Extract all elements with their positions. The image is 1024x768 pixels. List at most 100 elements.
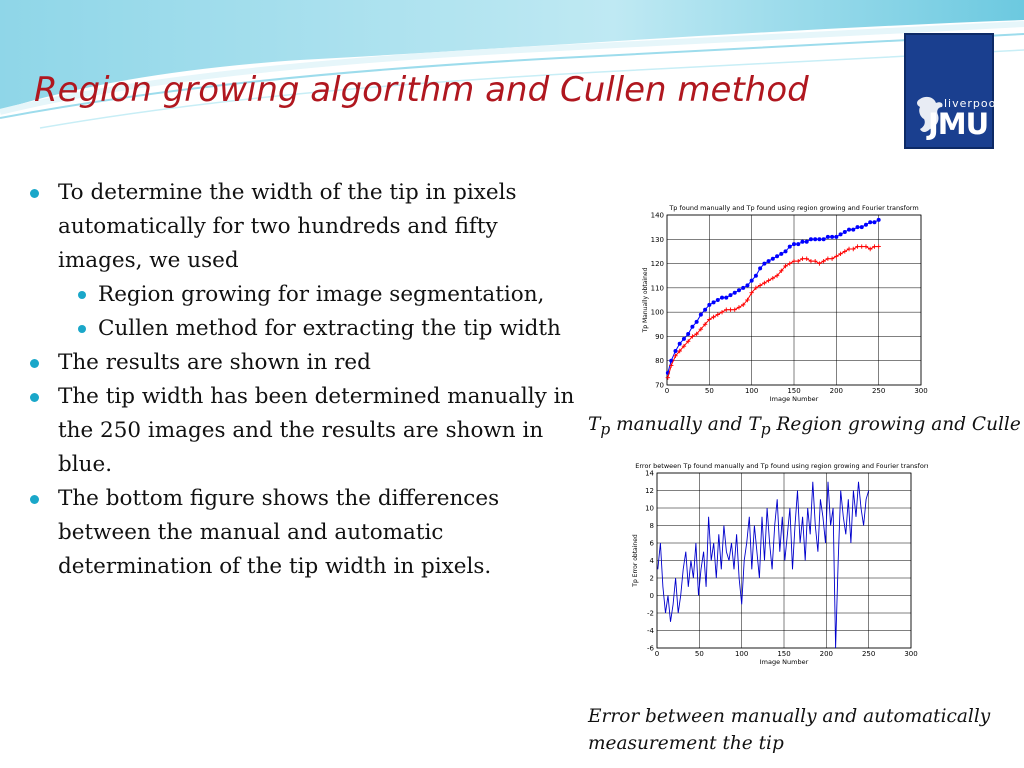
data-point — [813, 237, 818, 242]
data-point — [736, 288, 741, 293]
data-point — [847, 227, 852, 232]
x-tick-label: 200 — [830, 387, 843, 395]
sub-bullet-text: Cullen method for extracting the tip wid… — [98, 316, 561, 341]
caption-t: T — [588, 414, 601, 435]
y-tick-label: -4 — [647, 627, 655, 635]
data-point — [876, 217, 881, 222]
data-point — [804, 256, 809, 261]
data-point — [779, 251, 784, 256]
bullet-item: To determine the width of the tip in pix… — [30, 176, 585, 346]
data-point — [753, 285, 759, 291]
data-point — [711, 300, 716, 305]
data-point — [800, 239, 805, 244]
y-tick-label: 12 — [645, 487, 654, 495]
data-point — [741, 302, 746, 308]
data-point — [669, 363, 674, 368]
data-point — [673, 349, 678, 353]
y-tick-label: 70 — [655, 382, 664, 390]
slide-title: Region growing algorithm and Cullen meth… — [34, 70, 809, 110]
data-point — [745, 283, 750, 288]
chart-title: Tp found manually and Tp found using reg… — [668, 204, 918, 212]
data-point — [855, 225, 860, 230]
logo-text-jmu: JMU — [928, 107, 989, 141]
data-point — [707, 302, 712, 307]
data-point — [766, 278, 771, 283]
data-point — [796, 258, 801, 264]
data-point — [711, 314, 716, 320]
data-point — [720, 295, 725, 300]
data-point — [825, 234, 830, 239]
caption-sub-p: p — [600, 420, 611, 439]
x-tick-label: 50 — [705, 387, 714, 395]
y-tick-label: -6 — [647, 645, 655, 653]
data-point — [787, 244, 792, 249]
y-axis-label: Tp Error obtained — [632, 534, 639, 588]
data-point — [736, 305, 742, 310]
data-point — [715, 312, 720, 317]
data-point — [859, 225, 864, 230]
data-point — [783, 263, 788, 269]
data-point — [694, 331, 699, 337]
data-point — [859, 244, 864, 249]
x-axis-label: Image Number — [770, 395, 819, 403]
data-point — [715, 298, 720, 302]
y-tick-label: 130 — [651, 236, 664, 244]
data-point — [673, 353, 678, 359]
y-tick-label: -2 — [647, 610, 654, 618]
data-point — [876, 244, 881, 249]
bullet-item: The bottom figure shows the differences … — [30, 482, 585, 584]
data-point — [741, 285, 746, 290]
y-axis-label: Tp Manually obtained — [642, 267, 649, 333]
data-point — [808, 237, 813, 242]
bullet-text: The results are shown in red — [58, 350, 371, 375]
data-point — [872, 244, 877, 249]
data-point — [817, 261, 822, 266]
data-point — [698, 312, 703, 317]
data-point — [698, 326, 704, 332]
x-axis-label: Image Number — [760, 658, 809, 666]
data-point — [868, 246, 873, 252]
data-point — [703, 307, 708, 312]
data-point — [851, 227, 856, 232]
chart-tip-width: Tp found manually and Tp found using reg… — [642, 204, 928, 403]
data-point — [834, 234, 839, 239]
data-point — [796, 242, 801, 247]
data-point — [821, 237, 826, 242]
data-point — [694, 319, 699, 324]
data-point — [681, 336, 686, 341]
header-wave-decoration — [0, 0, 1024, 129]
x-tick-label: 50 — [695, 650, 704, 658]
x-tick-label: 250 — [872, 387, 885, 395]
data-point — [757, 283, 763, 288]
data-point — [758, 266, 763, 271]
data-point — [677, 341, 682, 346]
data-point — [745, 297, 750, 303]
x-tick-label: 150 — [777, 650, 790, 658]
data-point — [690, 324, 695, 329]
x-tick-label: 100 — [735, 650, 748, 658]
sub-bullet-item: Region growing for image segmentation, — [58, 278, 585, 312]
bullet-list: To determine the width of the tip in pix… — [30, 176, 585, 584]
y-tick-label: 10 — [645, 505, 654, 513]
bullet-text: The bottom figure shows the differences … — [58, 486, 500, 579]
data-point — [863, 222, 868, 227]
data-point — [770, 256, 775, 261]
data-point — [665, 375, 671, 380]
sub-bullet-item: Cullen method for extracting the tip wid… — [58, 312, 585, 346]
data-point — [872, 220, 877, 225]
x-tick-label: 150 — [787, 387, 800, 395]
y-tick-label: 90 — [655, 333, 664, 341]
data-point — [762, 280, 767, 286]
sub-bullet-text: Region growing for image segmentation, — [98, 282, 545, 307]
data-point — [749, 278, 754, 283]
y-tick-label: 0 — [650, 592, 654, 600]
data-point — [766, 259, 771, 264]
y-tick-label: 100 — [651, 309, 664, 317]
y-tick-label: 140 — [651, 212, 664, 220]
bullet-item: The results are shown in red — [30, 346, 585, 380]
data-point — [707, 317, 712, 322]
data-point — [792, 242, 796, 247]
data-point — [753, 273, 758, 278]
data-point — [825, 256, 831, 261]
data-point — [812, 258, 818, 264]
